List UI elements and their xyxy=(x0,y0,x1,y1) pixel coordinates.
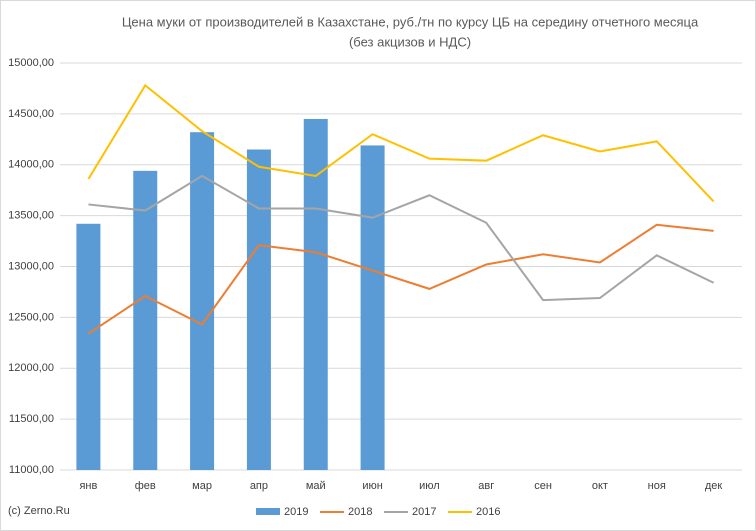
line xyxy=(88,174,715,302)
bar xyxy=(133,170,158,471)
legend-label: 2016 xyxy=(476,506,500,518)
x-tick-label: дек xyxy=(705,480,723,492)
y-tick-label: 13000,00 xyxy=(8,260,54,272)
y-tick-label: 11000,00 xyxy=(9,464,54,476)
bar xyxy=(246,149,271,471)
x-tick-label: июл xyxy=(419,480,440,492)
y-tick-label: 12500,00 xyxy=(8,311,54,323)
legend-label: 2018 xyxy=(348,506,372,518)
x-tick-label: окт xyxy=(592,480,608,492)
legend-label: 2017 xyxy=(412,506,436,518)
x-tick-label: авг xyxy=(478,480,494,492)
x-tick-label: янв xyxy=(79,480,97,492)
x-tick-label: мар xyxy=(192,480,212,492)
x-tick-label: июн xyxy=(362,480,382,492)
bar xyxy=(360,145,385,471)
x-tick-label: ноя xyxy=(648,480,666,492)
bar xyxy=(190,132,215,470)
bar xyxy=(303,118,328,471)
legend-label: 2019 xyxy=(284,506,308,518)
source: (c) Zerno.Ru xyxy=(8,505,70,517)
chart-subtitle: (без акцизов и НДС) xyxy=(349,34,471,49)
y-tick-label: 13500,00 xyxy=(8,210,54,222)
x-tick-label: май xyxy=(306,480,326,492)
y-tick-label: 12000,00 xyxy=(8,362,54,374)
y-tick-label: 14500,00 xyxy=(8,108,54,120)
chart-title: Цена муки от производителей в Казахстане… xyxy=(122,14,699,29)
bar xyxy=(76,223,101,470)
legend-swatch xyxy=(256,508,280,515)
line xyxy=(87,223,714,335)
y-tick-label: 15000,00 xyxy=(8,57,54,69)
x-tick-label: сен xyxy=(534,480,552,492)
x-tick-label: фев xyxy=(135,480,156,492)
line xyxy=(87,83,715,203)
y-tick-label: 11500,00 xyxy=(9,413,54,425)
y-tick-label: 14000,00 xyxy=(8,159,54,171)
x-tick-label: апр xyxy=(250,480,268,492)
